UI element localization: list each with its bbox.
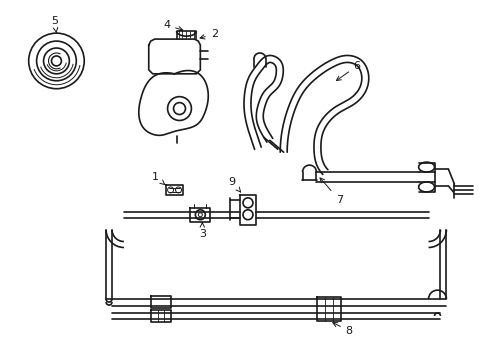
Text: 7: 7: [319, 178, 342, 205]
Text: 2: 2: [200, 29, 217, 39]
Text: 4: 4: [163, 20, 183, 31]
Text: 8: 8: [332, 323, 352, 336]
Text: 1: 1: [152, 172, 164, 184]
Text: 3: 3: [199, 222, 205, 239]
Text: 6: 6: [336, 61, 360, 81]
Text: 9: 9: [228, 177, 240, 192]
Text: 5: 5: [51, 16, 58, 32]
